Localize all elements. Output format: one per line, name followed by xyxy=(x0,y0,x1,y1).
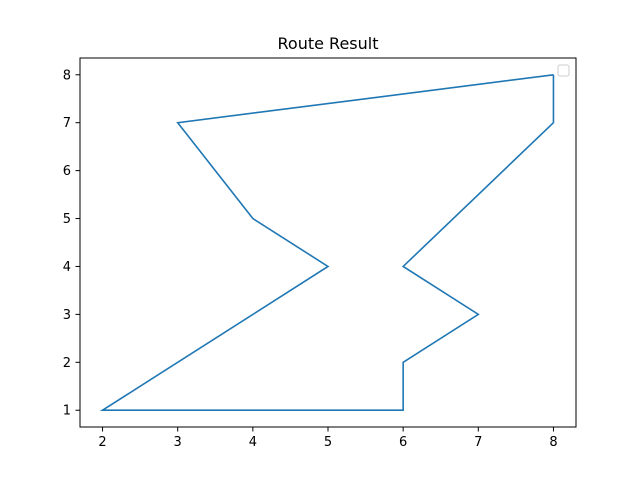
y-tick-label: 8 xyxy=(63,68,71,83)
y-tick-label: 7 xyxy=(63,116,71,131)
y-tick-label: 5 xyxy=(63,212,71,227)
y-tick-label: 3 xyxy=(63,308,71,323)
x-tick-label: 7 xyxy=(474,435,482,450)
chart-title: Route Result xyxy=(278,34,379,53)
x-tick-label: 3 xyxy=(174,435,182,450)
x-tick-label: 2 xyxy=(98,435,106,450)
x-tick-label: 4 xyxy=(249,435,257,450)
y-tick-label: 6 xyxy=(63,164,71,179)
x-tick-label: 6 xyxy=(399,435,407,450)
y-tick-label: 1 xyxy=(63,404,71,419)
route-line-series-0 xyxy=(99,73,555,412)
legend xyxy=(557,64,570,77)
plot-area xyxy=(99,73,555,412)
y-tick-label: 4 xyxy=(63,260,71,275)
x-tick-label: 8 xyxy=(549,435,557,450)
x-tick-label: 5 xyxy=(324,435,332,450)
y-tick-label: 2 xyxy=(63,356,71,371)
legend-box xyxy=(557,64,570,77)
axes: 2 3 4 5 6 7 8 1 2 3 4 5 6 7 8 xyxy=(63,57,577,450)
plot-frame xyxy=(79,57,577,428)
